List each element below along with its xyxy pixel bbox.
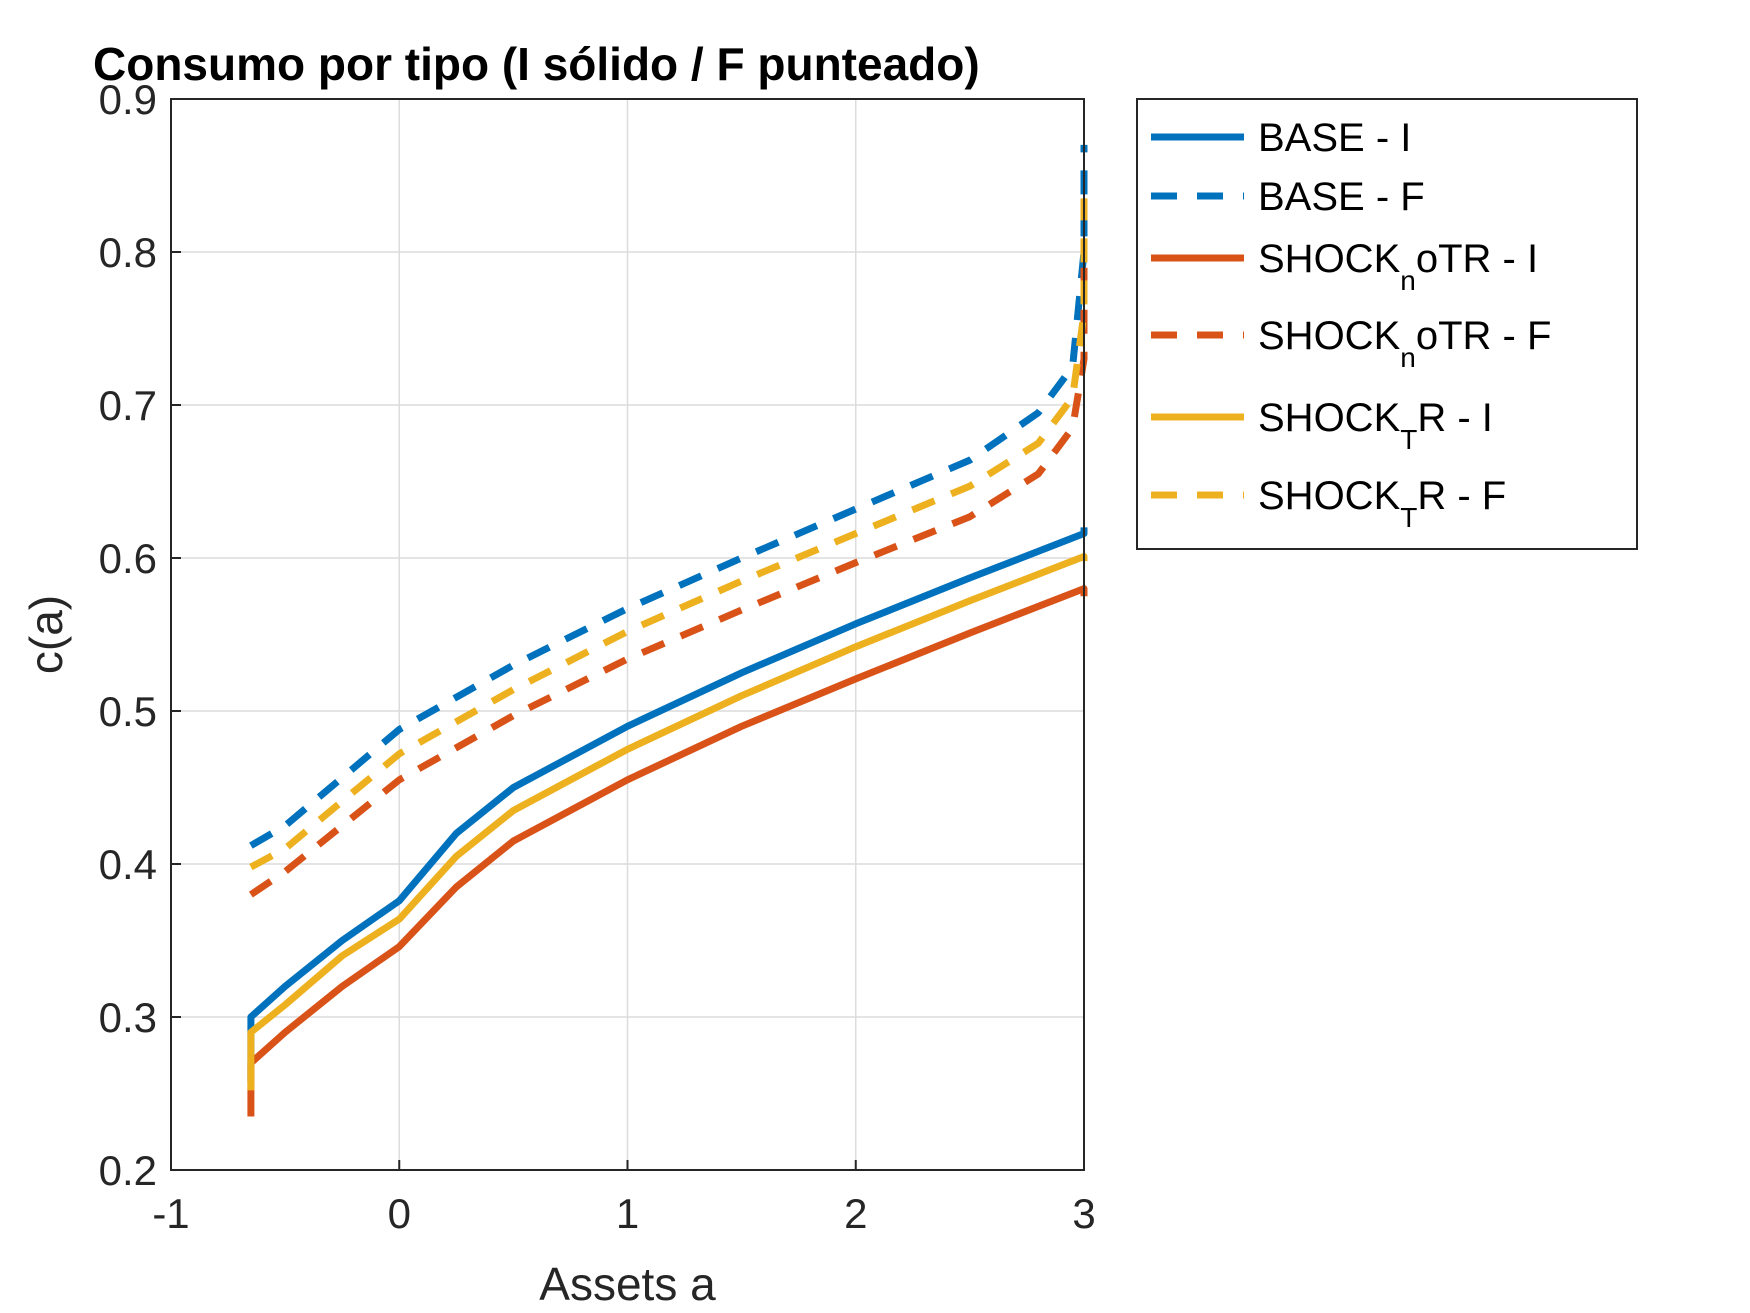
legend-label-tail: R - I (1417, 396, 1493, 440)
y-tick-label: 0.5 (99, 688, 157, 735)
legend-label-subscript: T (1400, 502, 1417, 533)
legend-label-main: BASE - I (1258, 116, 1411, 160)
legend-label-main: SHOCK (1258, 474, 1401, 518)
x-tick-label: 1 (616, 1190, 639, 1237)
y-axis-label: c(a) (20, 595, 72, 674)
series-group (247, 144, 1088, 1117)
series-line-2 (247, 585, 1088, 1117)
tick-group: -1 0 1 2 3 0.2 0.3 0.4 0.5 0.6 0.7 0.8 0.9 (99, 76, 1096, 1237)
legend-label-main: BASE - F (1258, 175, 1425, 219)
series-line-4 (247, 553, 1088, 1091)
legend-entry-4: SHOCKTR - I (1258, 396, 1493, 455)
x-tick-label: -1 (152, 1190, 189, 1237)
y-tick-label: 0.6 (99, 535, 157, 582)
legend-label-subscript: n (1400, 342, 1416, 373)
legend-entry-0: BASE - I (1258, 116, 1411, 160)
series-line-0 (247, 527, 1088, 1082)
chart-title: Consumo por tipo (I sólido / F punteado) (93, 38, 980, 90)
series-line-1 (249, 144, 1088, 849)
legend-entry-1: BASE - F (1258, 175, 1425, 219)
legend-label-subscript: T (1400, 424, 1417, 455)
legend-label-main: SHOCK (1258, 396, 1401, 440)
legend-label-main: SHOCK (1258, 237, 1401, 281)
series-line-5 (249, 198, 1088, 871)
legend-label-tail: oTR - I (1416, 237, 1538, 281)
y-tick-label: 0.2 (99, 1147, 157, 1194)
x-tick-label: 3 (1072, 1190, 1095, 1237)
y-tick-label: 0.3 (99, 994, 157, 1041)
series-line-3 (248, 252, 1088, 898)
grid (170, 98, 1085, 1171)
legend-entry-2: SHOCKnoTR - I (1258, 237, 1538, 296)
legend-box (1136, 98, 1638, 550)
legend-label-main: SHOCK (1258, 314, 1401, 358)
x-tick-label: 2 (844, 1190, 867, 1237)
legend-label-tail: oTR - F (1416, 314, 1552, 358)
y-tick-label: 0.7 (99, 382, 157, 429)
legend-entry-5: SHOCKTR - F (1258, 474, 1506, 533)
x-tick-label: 0 (388, 1190, 411, 1237)
legend-label-subscript: n (1400, 265, 1416, 296)
y-tick-label: 0.8 (99, 229, 157, 276)
x-axis-label: Assets a (539, 1258, 716, 1310)
legend-label-tail: R - F (1417, 474, 1506, 518)
legend-entry-3: SHOCKnoTR - F (1258, 314, 1551, 373)
y-tick-label: 0.4 (99, 841, 157, 888)
y-tick-label: 0.9 (99, 76, 157, 123)
